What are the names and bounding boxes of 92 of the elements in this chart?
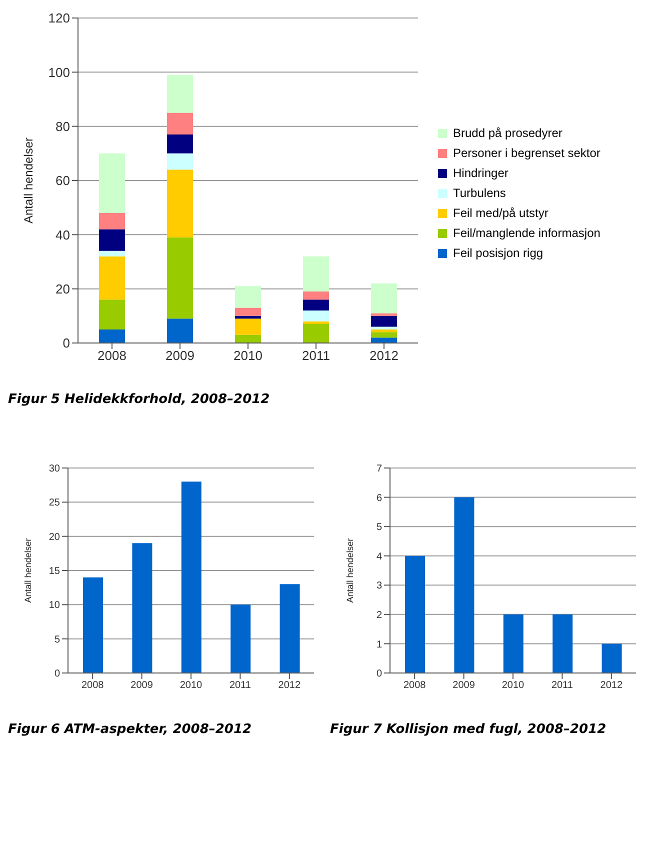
y-tick-label: 40 [56, 227, 70, 242]
bar [371, 313, 397, 316]
bar [167, 74, 193, 113]
legend-label: Hindringer [453, 166, 508, 180]
bar [167, 318, 193, 343]
legend-label: Feil med/på utstyr [453, 206, 548, 220]
y-tick-label: 0 [62, 336, 70, 351]
y-axis-title: Antall hendelser [345, 538, 356, 603]
bar [83, 577, 103, 673]
bar [371, 283, 397, 314]
y-tick-label: 15 [48, 566, 60, 578]
x-tick-label: 2009 [452, 680, 476, 692]
bar [99, 256, 125, 300]
y-tick-label: 6 [376, 492, 382, 504]
bar [503, 614, 524, 673]
y-tick-label: 20 [48, 532, 60, 543]
bar [371, 316, 397, 327]
y-tick-label: 0 [54, 668, 60, 680]
x-tick-label: 2012 [370, 348, 398, 364]
bar [303, 321, 329, 324]
bar [99, 153, 125, 213]
text: Figur 6 ATM-aspekter, 2008–2012 [8, 722, 253, 737]
legend-label: Feil posisjon rigg [453, 246, 544, 260]
y-tick-label: 60 [56, 173, 70, 188]
bar [602, 644, 622, 673]
bar [303, 300, 329, 310]
bar [303, 256, 329, 292]
x-tick-label: 2012 [600, 680, 623, 692]
y-tick-label: 4 [376, 551, 382, 562]
y-tick-label: 80 [56, 118, 70, 134]
y-tick-label: 3 [376, 580, 382, 592]
y-tick-label: 7 [376, 464, 382, 475]
x-tick-label: 2010 [234, 348, 262, 364]
x-tick-label: 2011 [551, 680, 574, 692]
y-tick-label: 0 [376, 668, 382, 680]
bar [235, 334, 261, 343]
bar [303, 324, 329, 343]
bar [230, 604, 251, 673]
bar [371, 332, 397, 338]
x-tick-label: 2009 [130, 680, 154, 692]
bar [371, 329, 397, 332]
bar [552, 614, 573, 673]
text: Figur 7 Kollisjon med fugl, 2008–2012 [330, 722, 608, 737]
y-axis-title: Antall hendelser [23, 538, 34, 603]
y-tick-label: 5 [376, 522, 382, 534]
bar [405, 556, 425, 673]
bar [167, 134, 193, 154]
bar [371, 338, 397, 343]
bar [167, 170, 193, 238]
y-tick-label: 1 [376, 639, 382, 650]
legend-label: Personer i begrenset sektor [453, 146, 600, 160]
y-tick-label: 100 [48, 64, 70, 80]
y-axis-title: Antall hendelser [21, 137, 36, 224]
bar [99, 213, 125, 230]
y-tick-label: 120 [48, 10, 70, 26]
bar [235, 286, 261, 308]
bar [99, 329, 125, 343]
x-tick-label: 2008 [98, 348, 126, 364]
text: Figur 5 Helidekkforhold, 2008–2012 [8, 392, 271, 407]
bar [99, 250, 125, 256]
x-tick-label: 2010 [180, 680, 203, 692]
y-tick-label: 30 [48, 464, 60, 475]
bar [235, 308, 261, 316]
bar [132, 543, 152, 673]
bar [181, 482, 202, 673]
bar [167, 153, 193, 170]
bar [167, 237, 193, 319]
x-tick-label: 2008 [403, 680, 426, 692]
x-tick-label: 2012 [278, 680, 301, 692]
bar [167, 112, 193, 134]
x-tick-label: 2010 [502, 680, 525, 692]
y-tick-label: 2 [376, 610, 382, 621]
bar [371, 326, 397, 330]
y-tick-label: 10 [48, 600, 60, 612]
y-tick-label: 25 [48, 498, 60, 509]
bar [235, 318, 261, 335]
bar [454, 497, 474, 673]
bar [99, 300, 125, 330]
bar [280, 584, 300, 673]
legend-label: Brudd på prosedyrer [453, 126, 562, 140]
y-tick-label: 5 [54, 634, 60, 646]
bar [303, 310, 329, 322]
bar [235, 316, 261, 319]
legend-label: Turbulens [453, 186, 506, 200]
bar [99, 229, 125, 251]
x-tick-label: 2009 [166, 348, 194, 364]
x-tick-label: 2011 [302, 348, 330, 364]
y-tick-label: 20 [56, 281, 70, 296]
x-tick-label: 2011 [229, 680, 252, 692]
bar [303, 292, 329, 300]
legend-label: Feil/manglende informasjon [453, 226, 600, 240]
x-tick-label: 2008 [81, 680, 104, 692]
